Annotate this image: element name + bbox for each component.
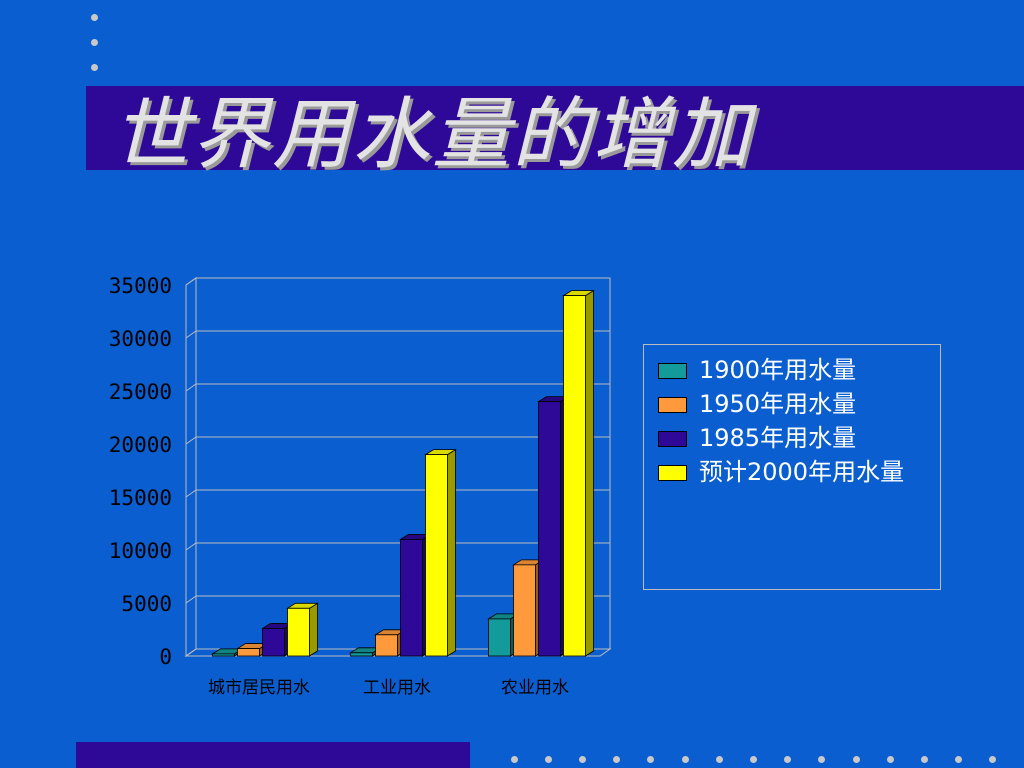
- chart-legend: 1900年用水量 1950年用水量 1985年用水量预计2000年用水量: [643, 344, 941, 590]
- gridline: [185, 436, 610, 445]
- legend-label: 1985年用水量: [699, 424, 857, 452]
- bar: [262, 628, 285, 657]
- decorative-dot: [613, 755, 621, 763]
- bar: [400, 539, 423, 657]
- bar: [488, 618, 511, 657]
- bottom-band: [76, 742, 470, 768]
- decorative-dot: [784, 755, 792, 763]
- decorative-dot: [715, 755, 723, 763]
- decorative-dot: [578, 755, 586, 763]
- y-tick-label: 30000: [109, 327, 172, 351]
- decorative-dot: [681, 755, 689, 763]
- gridline: [185, 595, 610, 604]
- legend-entry: 1985年用水量: [658, 423, 932, 453]
- decorative-dot: [647, 755, 655, 763]
- decorative-dot: [90, 13, 98, 21]
- bar: [375, 634, 398, 657]
- bar: [425, 454, 448, 657]
- legend-label: 1900年用水量: [699, 356, 857, 384]
- slide-title: 世界用水量的增加: [112, 90, 753, 180]
- bar: [212, 653, 235, 657]
- y-tick-label: 20000: [109, 433, 172, 457]
- decorative-dot: [852, 755, 860, 763]
- legend-label: 预计2000年用水量: [699, 458, 905, 486]
- decorative-dot: [90, 63, 98, 71]
- title-band: [86, 86, 1024, 170]
- legend-entry: 预计2000年用水量: [658, 457, 932, 487]
- gridline: [185, 330, 610, 339]
- bar-side: [585, 289, 594, 657]
- bar: [350, 652, 373, 657]
- y-tick-label: 5000: [121, 592, 172, 616]
- y-tick-label: 0: [159, 645, 172, 669]
- bar: [563, 295, 586, 657]
- gridline: [185, 277, 610, 286]
- y-tick-label: 15000: [109, 486, 172, 510]
- x-tick-label: 城市居民用水: [208, 678, 310, 698]
- decorative-dot: [920, 755, 928, 763]
- legend-entry: 1950年用水量: [658, 389, 932, 419]
- legend-swatch: [658, 397, 687, 413]
- decorative-dot: [510, 755, 518, 763]
- decorative-dot: [818, 755, 826, 763]
- decorative-dot: [544, 755, 552, 763]
- bar: [237, 648, 260, 657]
- decorative-dot: [886, 755, 894, 763]
- bar: [513, 564, 536, 657]
- gridline: [185, 542, 610, 551]
- legend-entry: 1900年用水量: [658, 355, 932, 385]
- y-tick-label: 35000: [109, 274, 172, 298]
- y-tick-label: 25000: [109, 380, 172, 404]
- x-tick-label: 农业用水: [501, 678, 569, 698]
- bar: [287, 607, 310, 657]
- bar-side: [309, 602, 318, 657]
- gridline: [185, 489, 610, 498]
- decorative-dot: [749, 755, 757, 763]
- gridline: [185, 383, 610, 392]
- y-tick-label: 10000: [109, 539, 172, 563]
- legend-swatch: [658, 465, 687, 481]
- bar: [538, 401, 561, 657]
- decorative-dot: [90, 38, 98, 46]
- legend-swatch: [658, 363, 687, 379]
- x-tick-label: 工业用水: [363, 678, 431, 698]
- legend-label: 1950年用水量: [699, 390, 857, 418]
- gridline: [185, 648, 610, 657]
- legend-swatch: [658, 431, 687, 447]
- bar-side: [447, 448, 456, 657]
- decorative-dot: [955, 755, 963, 763]
- decorative-dot: [989, 755, 997, 763]
